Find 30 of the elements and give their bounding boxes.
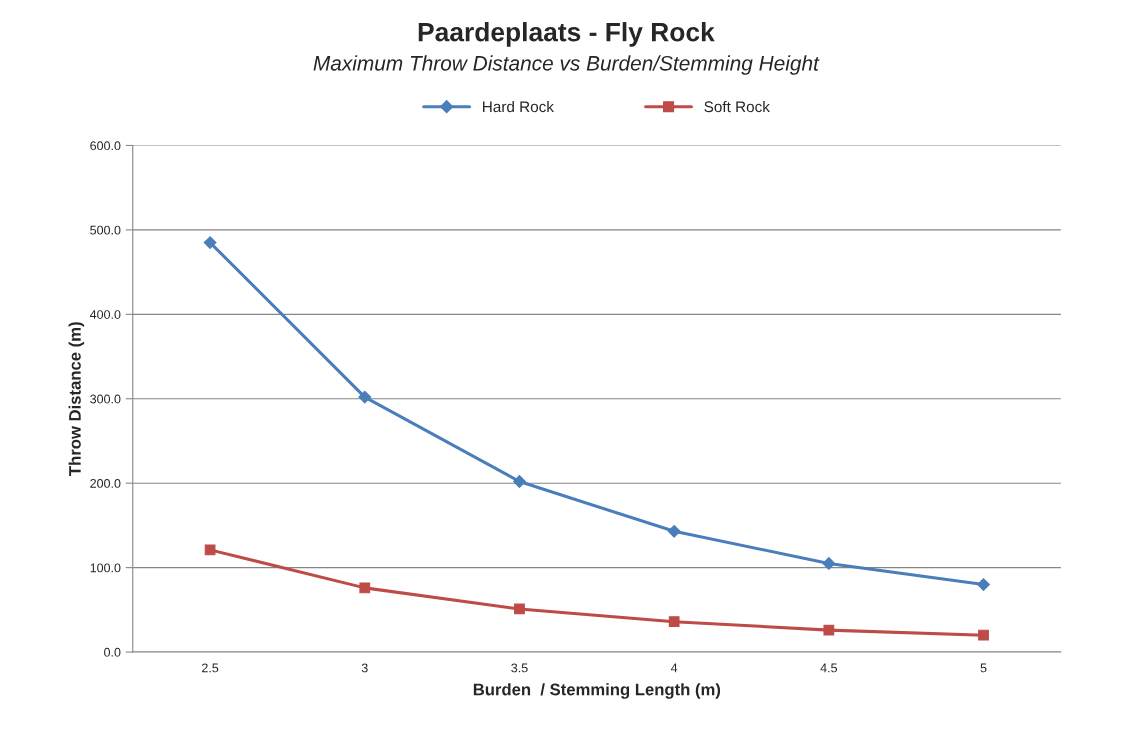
legend-label: Hard Rock [483,100,554,113]
y-tick-label: 500.0 [90,225,121,235]
x-tick-label: 3.5 [511,663,528,673]
y-tick-label: 0.0 [104,647,121,657]
y-tick-label: 400.0 [89,310,121,319]
x-tick-label: 4 [670,663,678,673]
x-tick-label: 2.5 [202,663,219,673]
point [513,475,526,488]
point [823,624,835,636]
y-tick-label: 100.0 [90,563,121,573]
point [668,616,680,628]
point [358,390,372,404]
x-tick-label: 5 [980,663,987,673]
legend-label: Soft Rock [704,100,770,113]
y-tick-label: 200.0 [90,478,121,488]
point [359,582,371,594]
y-tick-label: 300.0 [90,394,121,404]
point [667,524,681,538]
point [977,578,990,591]
point [203,236,217,249]
point [978,629,989,641]
x-tick-label: 3 [361,663,368,673]
x-axis-title: Burden / Stemming Length (m) [473,683,721,699]
chart-subtitle: Maximum Throw Distance vs Burden/Stemming Height [313,55,820,75]
point [514,603,525,615]
x-tick-label: 4.5 [820,663,838,673]
y-tick-label: 600.0 [90,141,121,151]
point [822,556,836,570]
chart-title: Paardeplaats - Fly Rock [418,22,715,47]
y-axis-title: Throw Distance (m) [68,322,85,476]
